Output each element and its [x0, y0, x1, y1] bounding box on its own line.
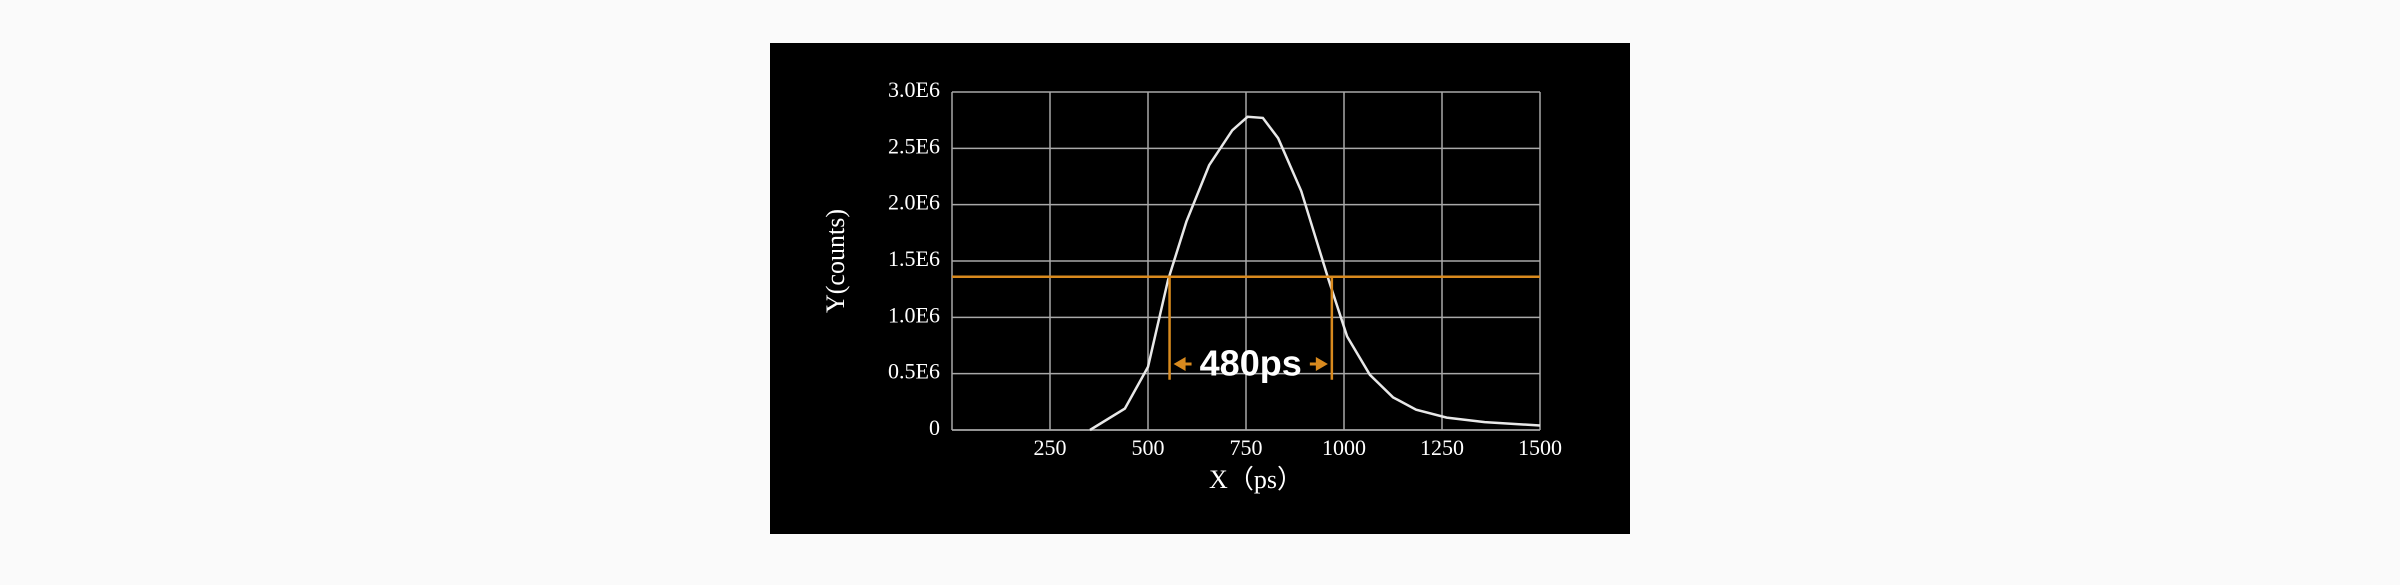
arrow-left: [1173, 357, 1186, 371]
arrow-right: [1315, 357, 1328, 371]
annotation: 480ps: [1200, 343, 1302, 384]
chart-panel: [770, 43, 1630, 534]
y-tick-label: 1.5E6: [888, 246, 940, 271]
x-tick-label: 250: [1034, 435, 1067, 460]
y-axis-title: Y(counts): [821, 209, 850, 313]
x-tick-label: 1000: [1322, 435, 1366, 460]
y-tick-label: 1.0E6: [888, 302, 940, 327]
y-tick-label: 2.5E6: [888, 133, 940, 158]
data-line: [1089, 115, 1541, 432]
x-tick-label: 1500: [1518, 435, 1562, 460]
y-tick-label: 0: [929, 415, 940, 440]
x-axis-title: X（ps）: [1209, 465, 1303, 494]
y-tick-label: 2.0E6: [888, 190, 940, 215]
y-tick-label: 3.0E6: [888, 77, 940, 102]
y-tick-label: 0.5E6: [888, 359, 940, 384]
x-tick-label: 500: [1132, 435, 1165, 460]
x-tick-label: 750: [1230, 435, 1263, 460]
x-tick-label: 1250: [1420, 435, 1464, 460]
